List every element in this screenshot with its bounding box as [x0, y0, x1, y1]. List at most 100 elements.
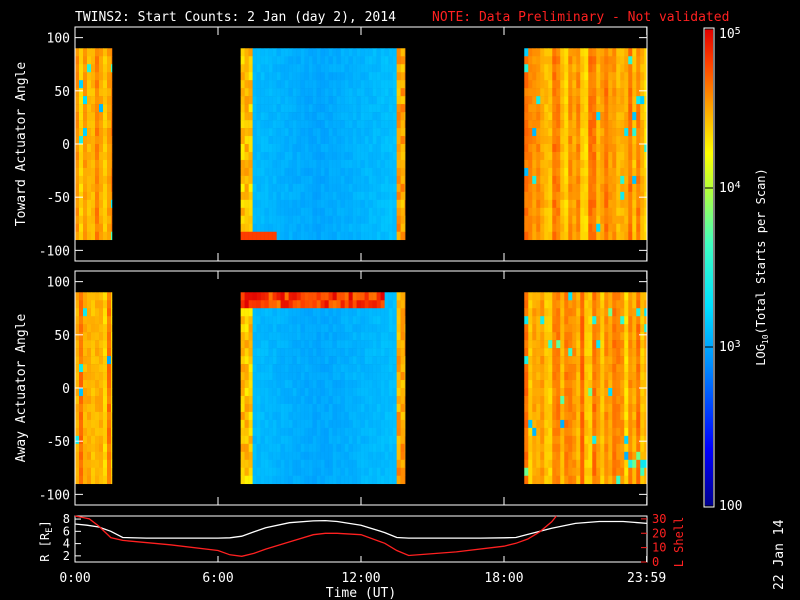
heatmap-cell	[536, 411, 541, 421]
heatmap-cell	[276, 159, 281, 169]
heatmap-cell	[99, 120, 104, 129]
heatmap-cell	[392, 175, 397, 185]
heatmap-cell	[592, 191, 597, 201]
heatmap-cell	[524, 475, 529, 485]
heatmap-cell	[580, 104, 585, 113]
heatmap-cell	[628, 191, 633, 201]
heatmap-cell	[628, 120, 633, 129]
heatmap-cell	[260, 96, 265, 105]
heatmap-cell	[272, 64, 277, 73]
heatmap-cell	[107, 215, 112, 225]
heatmap-cell	[99, 128, 104, 137]
heatmap-cell	[99, 332, 104, 341]
heatmap-cell	[75, 64, 80, 73]
heatmap-cell	[400, 64, 405, 73]
heatmap-cell	[580, 292, 585, 301]
heatmap-cell	[388, 443, 393, 453]
heatmap-cell	[95, 403, 100, 413]
heatmap-cell	[344, 231, 349, 241]
heatmap-cell	[604, 175, 609, 185]
heatmap-cell	[524, 340, 529, 349]
heatmap-cell	[524, 403, 529, 413]
heatmap-cell	[584, 451, 589, 461]
heatmap-cell	[300, 395, 305, 405]
heatmap-cell	[548, 48, 553, 57]
heatmap-cell	[524, 411, 529, 421]
heatmap-cell	[83, 112, 88, 121]
heatmap-cell	[328, 395, 333, 405]
heatmap-cell	[604, 183, 609, 193]
heatmap-cell	[288, 364, 293, 373]
heatmap-cell	[296, 380, 301, 389]
heatmap-cell	[536, 231, 541, 241]
heatmap-cell	[376, 332, 381, 341]
heatmap-cell	[620, 48, 625, 57]
heatmap-cell	[328, 72, 333, 81]
heatmap-cell	[312, 443, 317, 453]
heatmap-cell	[596, 451, 601, 461]
heatmap-cell	[640, 223, 645, 233]
heatmap-cell	[316, 316, 321, 325]
heatmap-cell	[316, 403, 321, 413]
heatmap-cell	[268, 380, 273, 389]
heatmap-cell	[300, 459, 305, 469]
heatmap-cell	[344, 395, 349, 405]
heatmap-cell	[596, 395, 601, 405]
heatmap-cell	[324, 175, 329, 185]
heatmap-cell	[316, 136, 321, 145]
heatmap-cell	[608, 112, 613, 121]
heatmap-cell	[576, 372, 581, 381]
heatmap-cell	[256, 72, 261, 81]
heatmap-cell	[636, 72, 641, 81]
heatmap-cell	[564, 167, 569, 177]
heatmap-cell	[292, 459, 297, 469]
heatmap-cell	[300, 120, 305, 129]
heatmap-cell	[240, 112, 245, 121]
heatmap-cell	[636, 56, 641, 65]
heatmap-cell	[636, 48, 641, 57]
heatmap-cell	[564, 56, 569, 65]
heatmap-cell	[292, 475, 297, 485]
heatmap-cell	[596, 136, 601, 145]
heatmap-cell	[340, 207, 345, 217]
heatmap-cell	[384, 324, 389, 333]
heatmap-cell	[644, 395, 648, 405]
heatmap-cell	[608, 191, 613, 201]
heatmap-cell	[548, 475, 553, 485]
heatmap-cell	[628, 451, 633, 461]
heatmap-cell	[111, 467, 113, 477]
heatmap-cell	[544, 372, 549, 381]
heatmap-cell	[344, 88, 349, 97]
heatmap-cell	[612, 72, 617, 81]
heatmap-cell	[616, 443, 621, 453]
heatmap-cell	[588, 364, 593, 373]
heatmap-cell	[316, 120, 321, 129]
heatmap-cell	[380, 48, 385, 57]
heatmap-cell	[544, 207, 549, 217]
heatmap-cell	[568, 128, 573, 137]
heatmap-cell	[304, 372, 309, 381]
heatmap-cell	[548, 112, 553, 121]
heatmap-cell	[272, 167, 277, 177]
colorbar-tick-label: 100	[719, 499, 742, 514]
heatmap-cell	[300, 467, 305, 477]
heatmap-cell	[396, 419, 401, 429]
heatmap-cell	[296, 395, 301, 405]
heatmap-cell	[308, 364, 313, 373]
heatmap-cell	[400, 191, 405, 201]
heatmap-cell	[524, 104, 529, 113]
heatmap-cell	[352, 340, 357, 349]
time-tick-label: 0:00	[59, 571, 90, 586]
heatmap-cell	[304, 151, 309, 161]
heatmap-cell	[624, 316, 629, 325]
heatmap-cell	[592, 96, 597, 105]
heatmap-cell	[312, 292, 317, 301]
heatmap-cell	[328, 207, 333, 217]
heatmap-cell	[316, 300, 321, 309]
heatmap-cell	[604, 112, 609, 121]
heatmap-cell	[368, 215, 373, 225]
heatmap-cell	[304, 159, 309, 169]
heatmap-cell	[580, 136, 585, 145]
heatmap-cell	[616, 395, 621, 405]
heatmap-cell	[312, 96, 317, 105]
